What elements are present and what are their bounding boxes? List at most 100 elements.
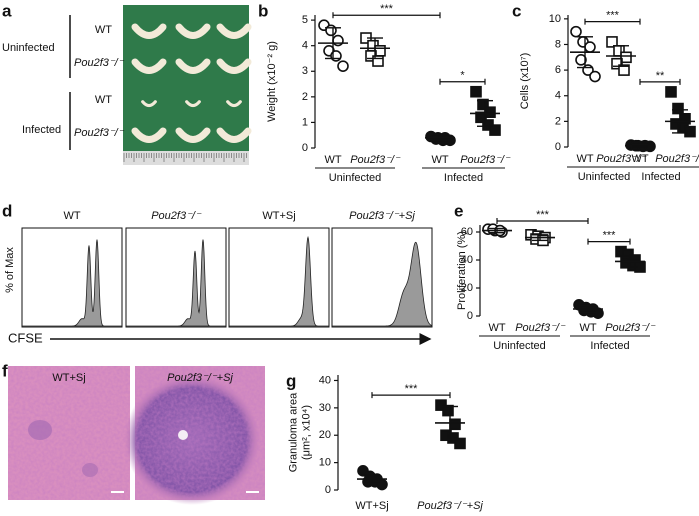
y-axis-label: (μm², x10⁴) <box>300 405 312 460</box>
point <box>665 86 677 98</box>
y-tick-label: 20 <box>319 429 331 441</box>
group-label: Uninfected <box>329 172 382 184</box>
point <box>442 404 454 417</box>
y-axis-label: Cells (x10⁷) <box>519 53 531 110</box>
histogram-frame <box>228 227 330 328</box>
y-tick-label: 1 <box>302 116 308 128</box>
tissue <box>141 100 157 108</box>
group-label: Uninfected <box>2 42 55 54</box>
x-tick-label: WT <box>579 322 596 334</box>
y-tick-label: 60 <box>461 226 473 238</box>
row-label: Pou2f3⁻/⁻ <box>74 127 125 139</box>
texture <box>135 366 265 500</box>
x-tick-label: WT+Sj <box>355 500 388 512</box>
point <box>325 24 337 37</box>
tissue <box>131 58 167 74</box>
histogram-frame <box>125 227 227 328</box>
histology <box>8 366 265 505</box>
tissue <box>175 58 211 74</box>
point <box>337 60 349 72</box>
panel-letter: g <box>286 371 296 390</box>
y-tick-label: 5 <box>302 14 308 26</box>
photo-background <box>123 5 249 151</box>
photo <box>123 5 252 165</box>
flow-panel: WT Pou2f3⁻/⁻ WT+Sj Pou2f3⁻/⁻+Sj <box>21 210 433 328</box>
group-label: Infected <box>590 340 629 352</box>
point <box>575 54 587 66</box>
panel-letter: d <box>2 201 12 220</box>
panel-letter: e <box>454 201 463 220</box>
significance-label: *** <box>405 383 419 395</box>
tissue <box>131 23 167 39</box>
panel-letter: b <box>258 1 268 20</box>
significance-label: *** <box>603 230 617 242</box>
point <box>606 36 618 48</box>
point <box>449 418 461 431</box>
y-tick-label: 4 <box>302 40 308 52</box>
row-label: WT <box>95 94 112 106</box>
group-label: Infected <box>22 124 61 136</box>
significance-label: *** <box>536 209 550 221</box>
lesion <box>28 420 52 440</box>
point <box>684 125 696 138</box>
x-tick-label: Pou2f3⁻/⁻ <box>460 154 511 166</box>
point <box>477 98 489 111</box>
histogram <box>126 239 226 327</box>
tissue <box>175 127 211 143</box>
tissue <box>216 127 252 143</box>
y-tick-label: 8 <box>555 38 561 50</box>
group-label: Uninfected <box>493 340 546 352</box>
y-axis-label: Granuloma area <box>287 392 299 472</box>
x-tick-label: WT <box>324 154 341 166</box>
x-tick-label: Pou2f3⁻/⁻+Sj <box>417 500 483 512</box>
x-tick-label: Pou2f3⁻/⁻ <box>350 154 401 166</box>
histogram <box>229 235 329 327</box>
x-tick-label: Pou2f3⁻/⁻ <box>596 153 647 165</box>
y-tick-label: 10 <box>319 457 331 469</box>
panel-letter: a <box>2 1 12 20</box>
significance-label: *** <box>606 10 620 22</box>
y-tick-label: 20 <box>461 282 473 294</box>
ruler <box>123 151 249 165</box>
point <box>332 34 344 47</box>
egg <box>178 430 188 440</box>
point <box>584 41 596 53</box>
x-tick-label: WT <box>631 153 648 165</box>
point <box>489 124 501 136</box>
y-tick-label: 3 <box>302 65 308 77</box>
significance-label: ** <box>656 70 665 82</box>
histogram-title: WT <box>63 210 80 222</box>
histogram <box>22 239 122 327</box>
point <box>570 25 582 38</box>
x-tick-label: Pou2f3⁻/⁻ <box>515 322 566 334</box>
group-label: Infected <box>444 172 483 184</box>
panel-letter: c <box>512 1 521 20</box>
group-label: Infected <box>641 171 680 183</box>
significance-label: * <box>460 70 465 82</box>
y-tick-label: 0 <box>302 142 308 154</box>
y-tick-label: 6 <box>555 64 561 76</box>
y-tick-label: 0 <box>325 484 331 496</box>
lesion <box>82 463 98 477</box>
tissue <box>226 100 242 108</box>
histogram-title: Pou2f3⁻/⁻ <box>151 210 202 222</box>
point <box>454 437 466 450</box>
y-tick-label: 30 <box>319 402 331 414</box>
ruler-ticks <box>123 153 247 162</box>
tissue <box>131 127 167 143</box>
texture <box>8 366 130 500</box>
row-label: WT <box>95 24 112 36</box>
significance-label: *** <box>380 3 394 15</box>
y-tick-label: 40 <box>461 254 473 266</box>
y-tick-label: 4 <box>555 90 561 102</box>
y-tick-label: 40 <box>319 374 331 386</box>
y-axis-label: % of Max <box>4 247 16 293</box>
point <box>589 70 601 83</box>
panel-letter: f <box>2 361 8 380</box>
point <box>672 102 684 115</box>
point <box>376 478 388 491</box>
histogram <box>332 241 433 327</box>
y-axis-label: Proliferation (%) <box>456 231 468 310</box>
x-tick-label: Pou2f3⁻/⁻ <box>605 322 656 334</box>
